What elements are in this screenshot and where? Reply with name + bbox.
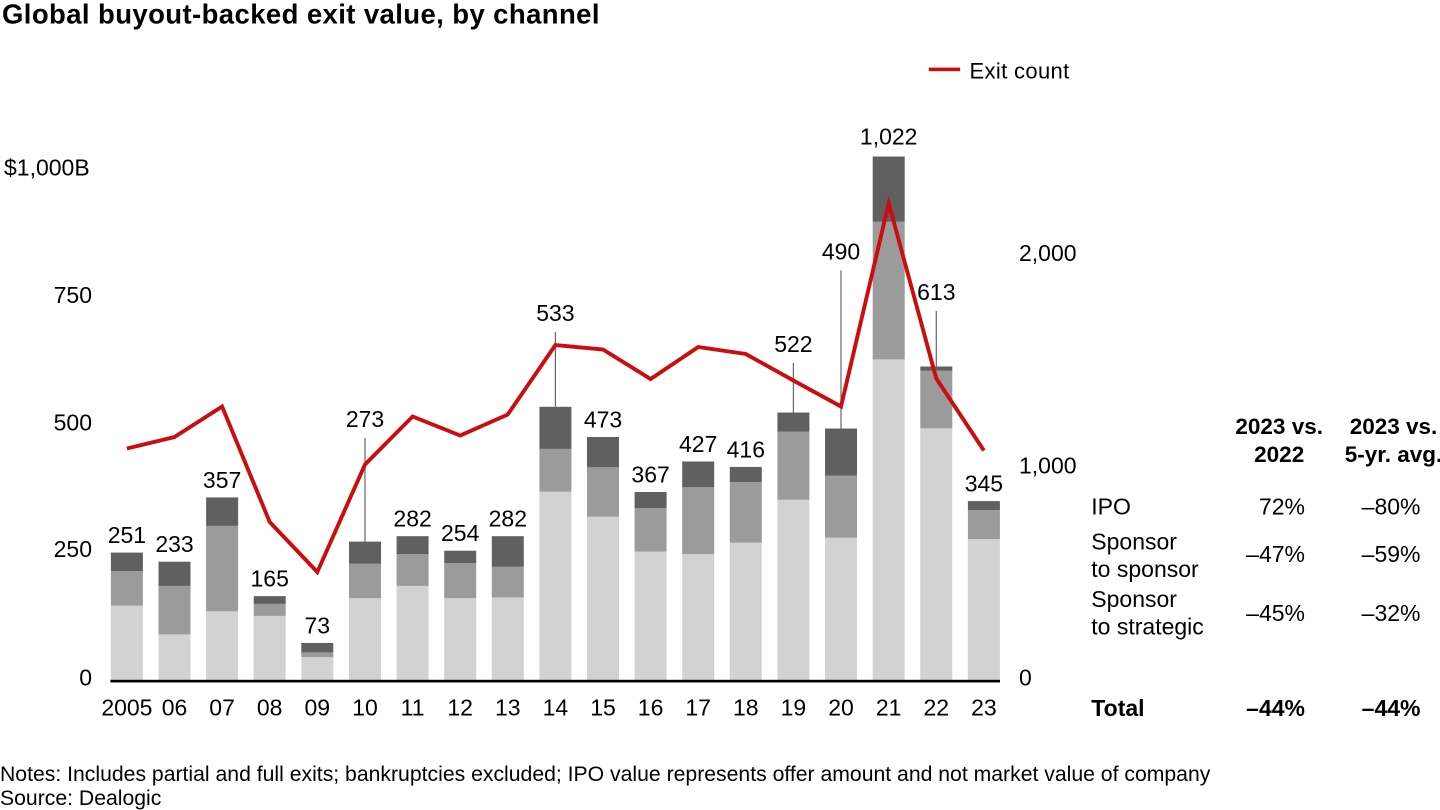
svg-text:73: 73 (305, 612, 331, 638)
svg-text:416: 416 (727, 436, 765, 462)
svg-text:Total: Total (1091, 695, 1144, 721)
svg-text:12: 12 (447, 694, 473, 720)
svg-text:533: 533 (536, 300, 574, 326)
svg-text:11: 11 (401, 694, 425, 720)
svg-text:06: 06 (162, 694, 188, 720)
svg-text:0: 0 (1019, 665, 1032, 691)
svg-text:13: 13 (495, 694, 521, 720)
svg-text:to strategic: to strategic (1091, 614, 1204, 640)
svg-text:500: 500 (54, 409, 92, 435)
svg-text:$1,000B: $1,000B (4, 154, 90, 180)
svg-text:1,000: 1,000 (1019, 452, 1077, 478)
svg-text:–44%: –44% (1246, 695, 1305, 721)
svg-text:613: 613 (917, 279, 955, 305)
svg-text:367: 367 (631, 461, 669, 487)
svg-text:14: 14 (543, 694, 569, 720)
svg-text:282: 282 (393, 506, 431, 532)
svg-text:254: 254 (441, 520, 480, 546)
svg-text:427: 427 (679, 431, 717, 457)
svg-text:522: 522 (774, 331, 812, 357)
svg-text:273: 273 (346, 406, 384, 432)
svg-text:0: 0 (79, 665, 92, 691)
svg-text:–59%: –59% (1362, 541, 1421, 567)
svg-text:Exit count: Exit count (970, 59, 1070, 84)
svg-text:16: 16 (638, 694, 664, 720)
svg-text:251: 251 (108, 522, 146, 548)
svg-text:473: 473 (584, 406, 622, 432)
svg-text:–47%: –47% (1246, 541, 1305, 567)
svg-text:15: 15 (590, 694, 616, 720)
svg-text:18: 18 (733, 694, 759, 720)
svg-text:2023 vs.: 2023 vs. (1235, 414, 1323, 439)
svg-text:233: 233 (155, 531, 193, 557)
svg-text:2,000: 2,000 (1019, 240, 1077, 266)
svg-text:5-yr. avg.: 5-yr. avg. (1345, 442, 1440, 467)
svg-text:2022: 2022 (1254, 442, 1304, 467)
svg-text:250: 250 (54, 536, 92, 562)
svg-text:21: 21 (876, 694, 902, 720)
svg-text:345: 345 (965, 471, 1003, 497)
svg-text:Sponsor: Sponsor (1091, 586, 1177, 612)
svg-text:72%: 72% (1259, 494, 1305, 520)
svg-text:1,022: 1,022 (860, 124, 918, 150)
svg-text:357: 357 (203, 467, 241, 493)
svg-text:750: 750 (54, 282, 92, 308)
svg-text:282: 282 (489, 506, 527, 532)
svg-text:–80%: –80% (1362, 494, 1421, 520)
svg-text:2005: 2005 (101, 694, 152, 720)
svg-text:2023 vs.: 2023 vs. (1350, 414, 1438, 439)
svg-text:490: 490 (822, 238, 860, 264)
svg-text:17: 17 (685, 694, 711, 720)
svg-text:Sponsor: Sponsor (1091, 529, 1177, 555)
svg-text:–32%: –32% (1362, 600, 1421, 626)
svg-text:19: 19 (781, 694, 807, 720)
svg-text:Global buyout-backed exit valu: Global buyout-backed exit value, by chan… (2, 0, 600, 30)
svg-text:20: 20 (828, 694, 854, 720)
svg-text:–44%: –44% (1362, 695, 1421, 721)
svg-text:IPO: IPO (1091, 494, 1131, 520)
svg-text:165: 165 (251, 566, 289, 592)
svg-text:to sponsor: to sponsor (1091, 556, 1199, 582)
svg-text:Source: Dealogic: Source: Dealogic (0, 787, 162, 810)
svg-text:10: 10 (352, 694, 378, 720)
svg-text:22: 22 (924, 694, 950, 720)
svg-text:08: 08 (257, 694, 283, 720)
svg-text:–45%: –45% (1246, 600, 1305, 626)
svg-text:23: 23 (971, 694, 997, 720)
svg-text:07: 07 (209, 694, 235, 720)
svg-text:Notes: Includes partial and fu: Notes: Includes partial and full exits; … (0, 763, 1211, 786)
svg-text:09: 09 (305, 694, 331, 720)
